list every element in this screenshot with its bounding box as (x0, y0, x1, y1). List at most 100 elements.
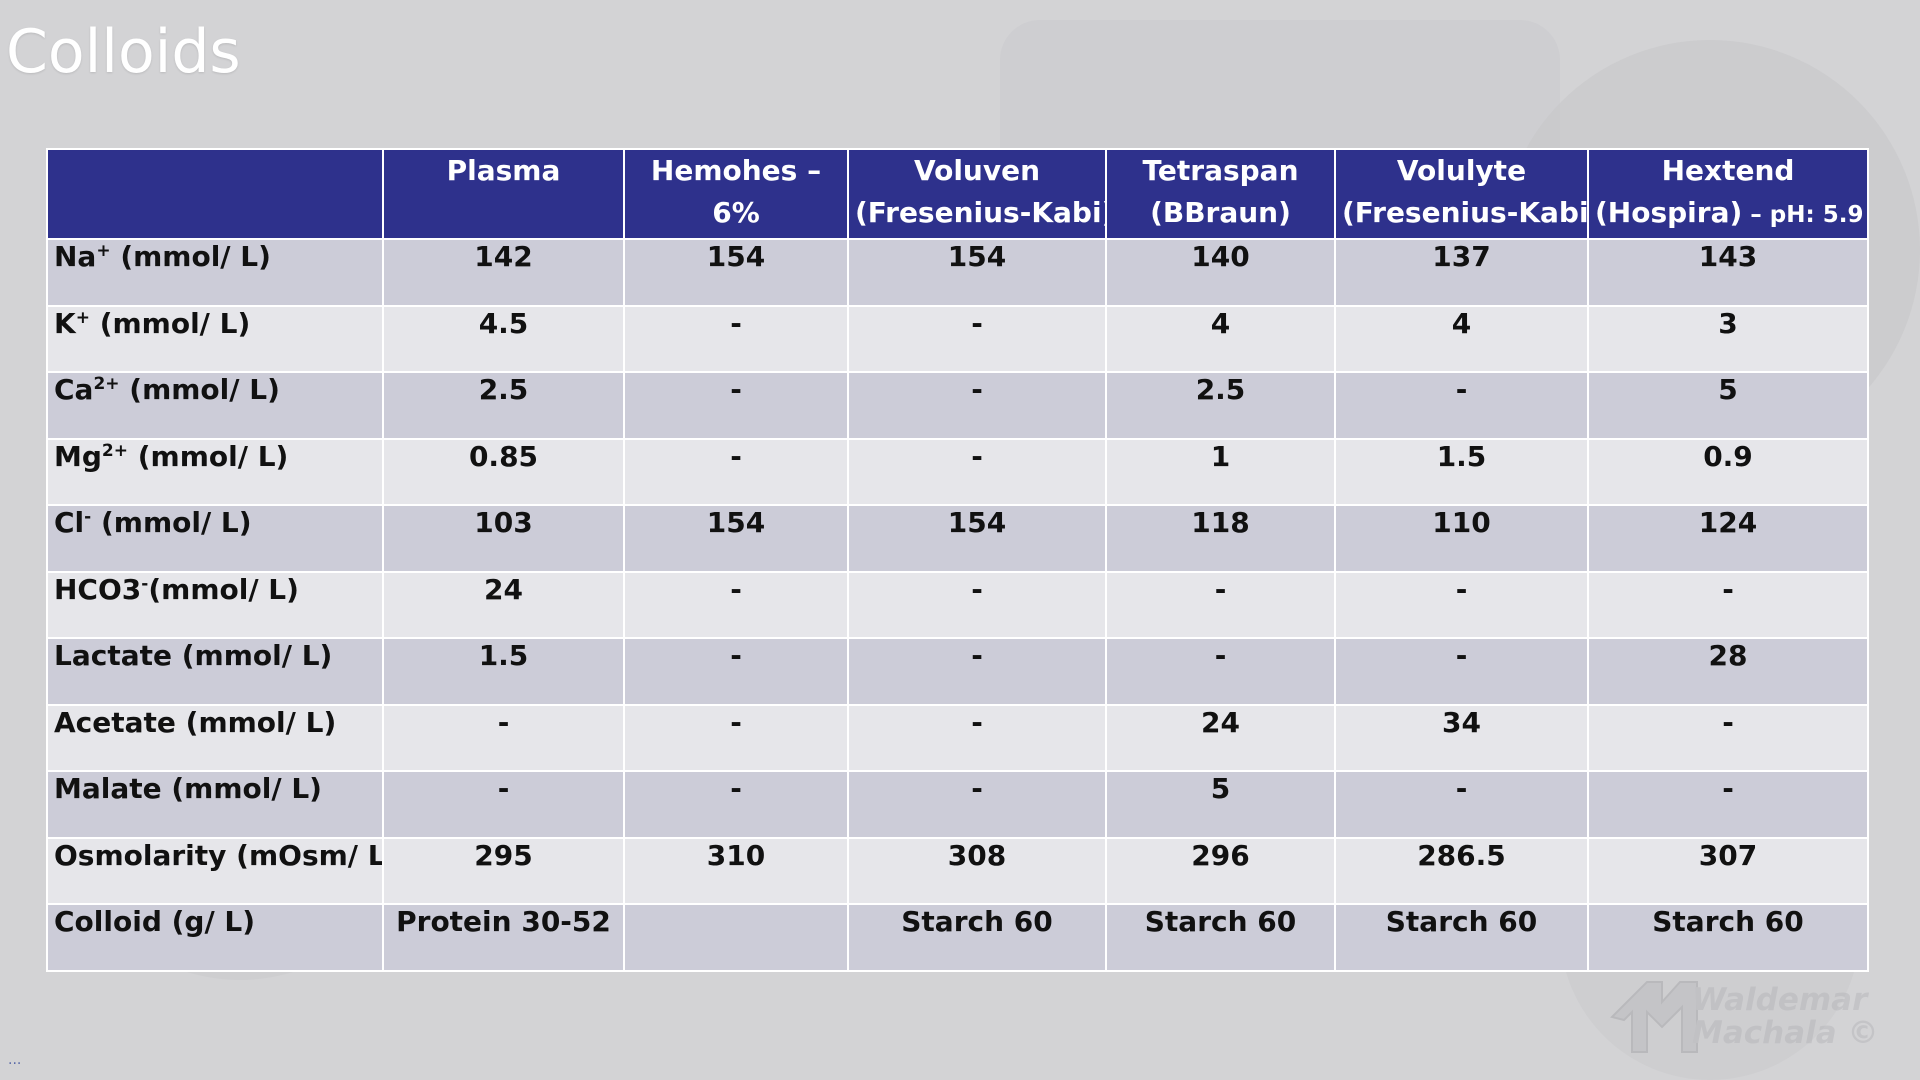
row-label-superscript: + (75, 307, 90, 328)
column-header: Voluven (Fresenius-Kabi) (847, 148, 1107, 240)
table-cell: - (1334, 770, 1589, 839)
table-cell: 34 (1334, 703, 1589, 772)
row-label-text: Na (54, 240, 97, 273)
row-label-text: Mg (54, 439, 102, 473)
colloids-table: Plasma Hemohes – 6% Voluven (Fresenius-Kabi)… (46, 148, 1869, 972)
table-cell: 142 (382, 238, 625, 307)
table-cell: - (623, 570, 849, 639)
row-label-superscript: 2+ (93, 374, 120, 394)
table-row: Mg2+ (mmol/ L) 0.85- -1 1.5 0.9 (46, 437, 1869, 506)
table-cell: 24 (382, 570, 625, 639)
row-label-text: Colloid (g/ L) (54, 905, 256, 938)
row-label-text: Lactate (mmol/ L) (54, 639, 333, 672)
table-cell: Starch 60 (1587, 903, 1869, 972)
row-label-superscript: + (96, 241, 111, 261)
watermark-logo-icon (1610, 981, 1698, 1053)
row-label: K+ (mmol/ L) (46, 304, 384, 373)
table-cell: - (1334, 637, 1589, 706)
table-cell: - (623, 770, 849, 839)
table-cell: 154 (623, 238, 849, 307)
table-row: Lactate (mmol/ L) 1.5- - - -28 (46, 637, 1869, 706)
table-cell: 103 (382, 504, 625, 573)
table-cell: - (1587, 570, 1869, 639)
table-cell: 310 (623, 836, 849, 905)
table-cell: 3 (1587, 304, 1869, 373)
row-label-unit: (mmol/ L) (148, 572, 299, 606)
table-row: Malate (mmol/ L) - - -5- - (46, 770, 1869, 839)
table-row: HCO3-(mmol/ L) 24- - - - - (46, 570, 1869, 639)
table-cell: - (847, 703, 1107, 772)
header-cell-empty (46, 148, 384, 240)
column-header-line: (Fresenius-Kabi) (855, 196, 1106, 229)
table-cell: 143 (1587, 238, 1869, 307)
column-header-line: Voluven (913, 154, 1041, 187)
row-label-superscript: - (141, 573, 149, 594)
table-cell: 1.5 (382, 637, 625, 706)
table-cell: - (1587, 703, 1869, 772)
table-row: Cl- (mmol/ L) 103 154 154 118 110 124 (46, 504, 1869, 573)
table-cell: 137 (1334, 238, 1589, 307)
table-cell: - (623, 371, 849, 440)
table-cell: 154 (623, 504, 849, 573)
table-cell: - (623, 304, 849, 373)
table-cell: 4 (1105, 304, 1336, 373)
row-label: Osmolarity (mOsm/ L) (46, 836, 384, 905)
row-label-text: Malate (mmol/ L) (54, 772, 322, 805)
row-label-text: Acetate (mmol/ L) (54, 705, 337, 739)
table-cell: - (623, 437, 849, 506)
column-header-line: Volulyte (1396, 154, 1527, 187)
watermark-line-1: Waldemar (1692, 982, 1868, 1018)
row-label: Colloid (g/ L) (46, 903, 384, 972)
table-header-row: Plasma Hemohes – 6% Voluven (Fresenius-Kabi)… (46, 148, 1869, 240)
table-cell: 0.85 (382, 437, 625, 506)
table-cell: - (623, 703, 849, 772)
table-cell: - (382, 703, 625, 772)
row-label: Malate (mmol/ L) (46, 770, 384, 839)
row-label: Ca2+ (mmol/ L) (46, 371, 384, 440)
table-cell: - (1105, 637, 1336, 706)
table-body: Na+ (mmol/ L) 142 154 154 140 137 143 K+ (mmol/… (46, 238, 1869, 972)
table-cell: 154 (847, 504, 1107, 573)
table-row: Ca2+ (mmol/ L) 2.5- -2.5-5 (46, 371, 1869, 440)
column-header: Plasma (382, 148, 625, 240)
table-cell: 2.5 (1105, 371, 1336, 440)
table-cell: 1 (1105, 437, 1336, 506)
row-label-text: Ca (54, 373, 94, 406)
column-header-line: Hemohes – (650, 154, 822, 187)
table-cell: 28 (1587, 637, 1869, 706)
row-label: Acetate (mmol/ L) (46, 703, 384, 772)
table-cell: - (382, 770, 625, 839)
table-cell: 1.5 (1334, 437, 1589, 506)
footer-ellipsis: ... (8, 1052, 22, 1068)
row-label-unit: (mmol/ L) (127, 439, 289, 473)
column-header-line: (Fresenius-Kabi) (1342, 196, 1588, 229)
table-cell: 140 (1105, 238, 1336, 307)
table-cell: - (1334, 570, 1589, 639)
watermark: Waldemar Machala © (1602, 972, 1902, 1062)
table-cell: 308 (847, 836, 1107, 905)
row-label-text: Cl (54, 506, 85, 539)
table-cell: 124 (1587, 504, 1869, 573)
column-header-line: Hextend (1661, 154, 1795, 187)
column-header: Hextend (Hospira) – pH: 5.9 (1587, 148, 1869, 240)
row-label: Na+ (mmol/ L) (46, 238, 384, 307)
table-cell: - (1587, 770, 1869, 839)
table-cell: 4 (1334, 304, 1589, 373)
table-row: Osmolarity (mOsm/ L) 295 310 308 296 286.5 307 (46, 836, 1869, 905)
column-header-line: Plasma (446, 154, 561, 187)
table-cell: 286.5 (1334, 836, 1589, 905)
column-header-line: 6% (712, 196, 760, 229)
table-row: Na+ (mmol/ L) 142 154 154 140 137 143 (46, 238, 1869, 307)
watermark-line-2: Machala © (1692, 1015, 1879, 1051)
table-cell: 154 (847, 238, 1107, 307)
table-cell: 2.5 (382, 371, 625, 440)
table-cell: - (1334, 371, 1589, 440)
column-header-line: (BBraun) (1150, 196, 1291, 229)
column-header: Tetraspan (BBraun) (1105, 148, 1336, 240)
table-cell: - (847, 770, 1107, 839)
row-label-superscript: 2+ (101, 440, 128, 461)
row-label: Lactate (mmol/ L) (46, 637, 384, 706)
table-cell: Protein 30-52 (382, 903, 625, 972)
colloids-table-container: Plasma Hemohes – 6% Voluven (Fresenius-Kabi)… (46, 148, 1869, 972)
table-cell: 5 (1105, 770, 1336, 839)
